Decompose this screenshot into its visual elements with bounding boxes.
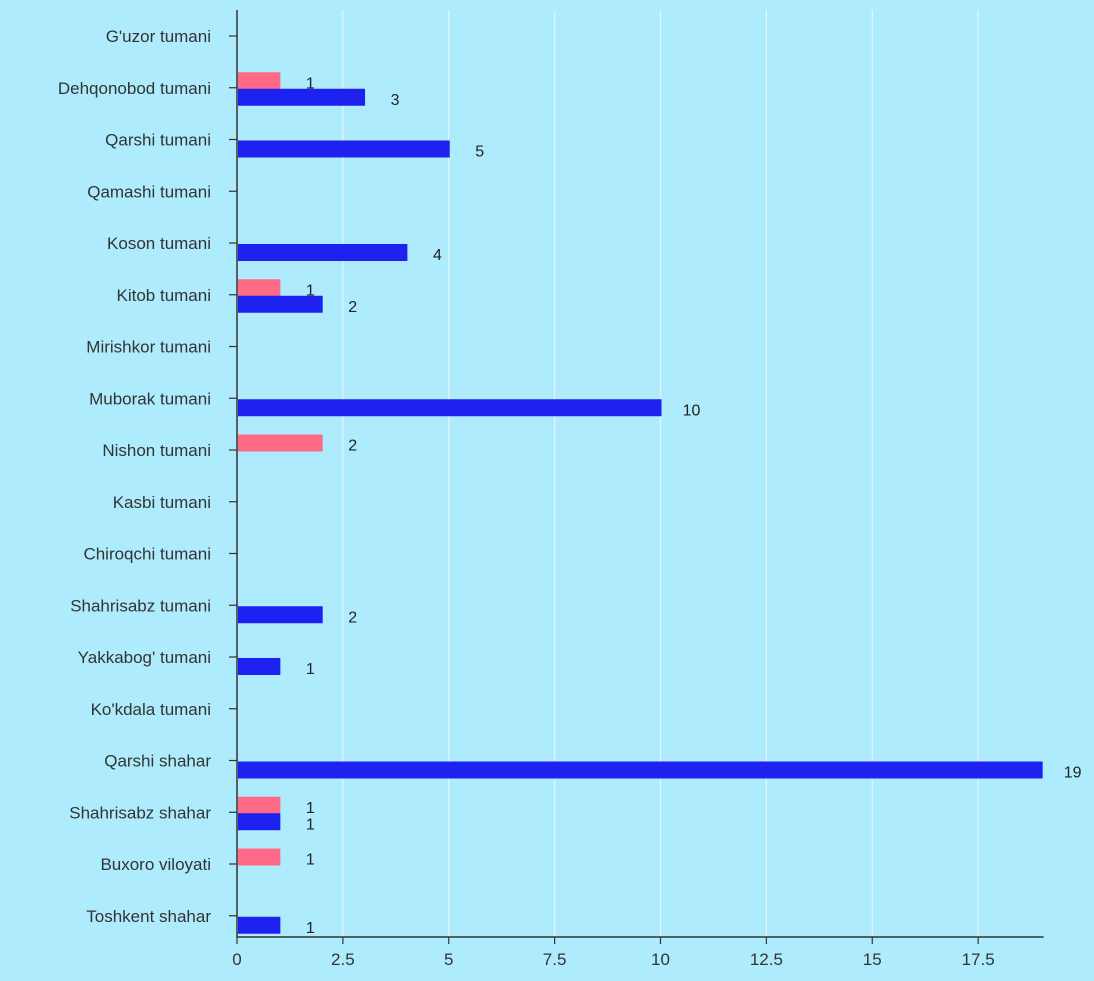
x-tick-label: 7.5	[543, 950, 567, 969]
data-label: 1	[306, 816, 315, 833]
bar	[238, 916, 281, 934]
bar	[238, 295, 323, 313]
category-label: Mirishkor tumani	[86, 338, 211, 357]
category-label: Chiroqchi tumani	[83, 545, 211, 564]
bar	[238, 72, 281, 90]
bar	[238, 658, 281, 675]
category-label: Koson tumani	[107, 234, 211, 253]
x-tick-label: 10	[651, 950, 670, 969]
bar	[238, 761, 1043, 779]
category-label: Qamashi tumani	[87, 182, 211, 201]
category-label: Kitob tumani	[117, 286, 212, 305]
x-tick-label: 15	[863, 950, 882, 969]
category-label: Toshkent shahar	[86, 907, 211, 926]
bar	[238, 848, 281, 866]
category-label: Qarshi tumani	[105, 131, 211, 150]
bar	[238, 813, 281, 831]
category-label: Nishon tumani	[102, 441, 211, 460]
data-label: 2	[348, 299, 357, 316]
x-tick-label: 0	[232, 950, 241, 969]
data-label: 3	[391, 92, 400, 109]
x-tick-label: 2.5	[331, 950, 355, 969]
category-label: Kasbi tumani	[113, 493, 211, 512]
data-label: 10	[683, 402, 701, 419]
bars	[238, 72, 1043, 934]
category-label: Yakkabog' tumani	[78, 648, 211, 667]
bar	[238, 606, 323, 624]
data-label: 1	[306, 800, 315, 817]
bar	[238, 140, 450, 158]
grid-lines	[342, 10, 979, 937]
data-label: 2	[348, 438, 357, 455]
category-label: Buxoro viloyati	[100, 855, 211, 874]
data-label: 4	[433, 247, 442, 264]
category-label: Shahrisabz tumani	[70, 596, 211, 615]
bar	[238, 796, 281, 814]
axes	[229, 10, 1044, 944]
category-label: Shahrisabz shahar	[69, 803, 211, 822]
x-tick-label: 12.5	[750, 950, 783, 969]
bar	[238, 434, 323, 452]
x-tick-label: 17.5	[962, 950, 995, 969]
x-tick-label: 5	[444, 950, 453, 969]
bar	[238, 279, 281, 297]
bar	[238, 399, 662, 417]
category-label: Muborak tumani	[89, 389, 211, 408]
category-label: Dehqonobod tumani	[58, 79, 211, 98]
data-label: 1	[306, 661, 315, 678]
category-label: G'uzor tumani	[106, 27, 211, 46]
bar	[238, 88, 366, 106]
data-label: 2	[348, 609, 357, 626]
data-label: 1	[306, 282, 315, 299]
data-label: 1	[306, 852, 315, 869]
data-label: 19	[1064, 765, 1082, 782]
data-label: 5	[475, 144, 484, 161]
data-label: 1	[306, 75, 315, 92]
category-label: Qarshi shahar	[104, 752, 211, 771]
bar	[238, 244, 408, 261]
labels: 0 2.5 5 7.5 10 12.5 15 17.5G'uzor tumaniDehqono…	[58, 27, 1082, 969]
category-label: Ko'kdala tumani	[91, 700, 211, 719]
data-label: 1	[306, 920, 315, 937]
